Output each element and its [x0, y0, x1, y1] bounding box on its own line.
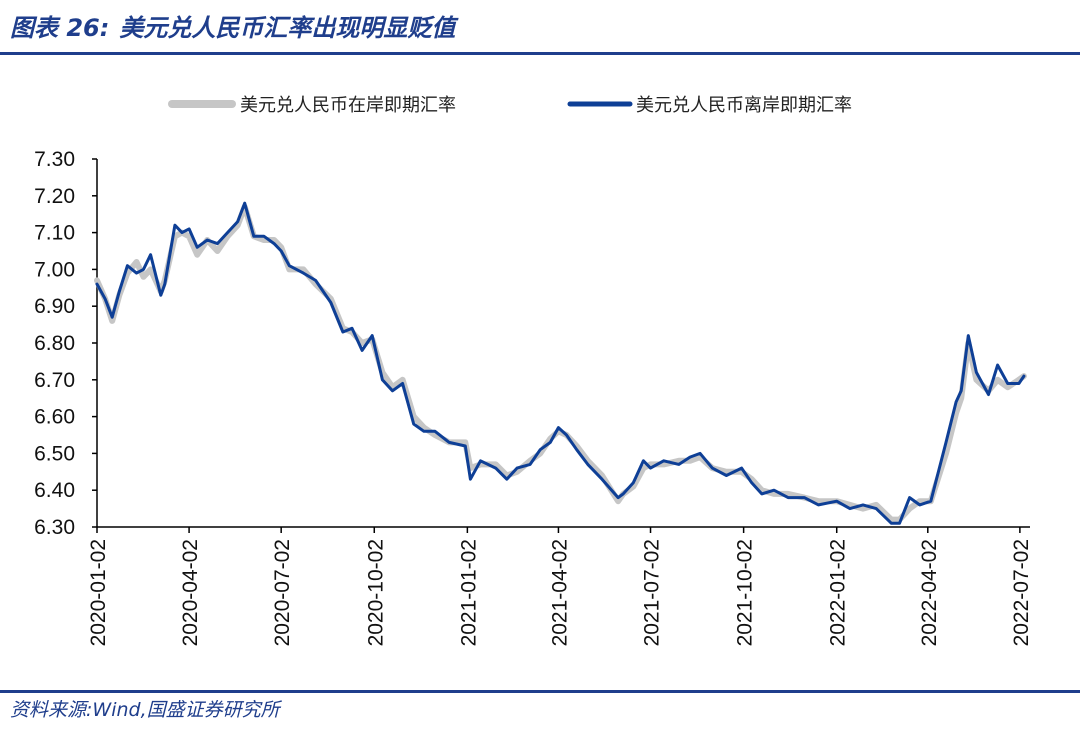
y-tick-label: 6.70 — [34, 369, 75, 392]
legend: 美元兑人民币在岸即期汇率 美元兑人民币离岸即期汇率 — [168, 95, 852, 116]
footer-rule — [0, 690, 1080, 693]
figure-header: 图表 26: 美元兑人民币汇率出现明显贬值 — [10, 8, 455, 48]
y-tick-label: 6.80 — [34, 332, 75, 355]
series-line-onshore — [94, 203, 1027, 523]
x-tick-label: 2022-01-02 — [827, 539, 850, 646]
plot-area — [94, 201, 1027, 525]
x-tick-label: 2020-10-02 — [364, 539, 387, 646]
y-tick-label: 7.20 — [34, 185, 75, 208]
x-tick-label: 2021-07-02 — [641, 539, 664, 646]
x-tick-label: 2020-01-02 — [87, 539, 110, 646]
y-tick-label: 7.10 — [34, 222, 75, 245]
x-axis: 2020-01-02 2020-04-02 2020-07-02 2020-10-02… — [87, 526, 1033, 646]
y-tick-label: 6.40 — [34, 479, 75, 502]
y-tick-label: 6.90 — [34, 295, 75, 318]
x-tick-label: 2021-04-02 — [548, 539, 571, 646]
y-tick-label: 6.60 — [34, 406, 75, 429]
header-rule — [0, 52, 1080, 55]
x-tick-label: 2022-07-02 — [1010, 539, 1033, 646]
x-tick-label: 2021-10-02 — [734, 539, 757, 646]
figure-label: 图表 26: — [10, 14, 110, 42]
chart: 美元兑人民币在岸即期汇率 美元兑人民币离岸即期汇率 7.307.207.107.… — [34, 95, 1033, 646]
x-tick-label: 2022-04-02 — [918, 539, 941, 646]
x-tick-label: 2020-07-02 — [271, 539, 294, 646]
series-line-offshore — [95, 201, 1026, 525]
x-tick-label: 2021-01-02 — [457, 539, 480, 646]
legend-label-offshore: 美元兑人民币离岸即期汇率 — [636, 95, 852, 116]
legend-label-onshore: 美元兑人民币在岸即期汇率 — [240, 95, 456, 116]
source-note: 资料来源:Wind,国盛证券研究所 — [10, 699, 280, 721]
y-tick-label: 7.00 — [34, 258, 75, 281]
x-tick-label: 2020-04-02 — [179, 539, 202, 646]
y-tick-label: 7.30 — [34, 148, 75, 171]
y-axis: 7.30 7.20 7.10 7.00 6.90 6.80 6.70 6.60 6.50 6.40… — [34, 148, 98, 539]
figure-title: 美元兑人民币汇率出现明显贬值 — [119, 14, 456, 42]
y-tick-label: 6.50 — [34, 442, 75, 465]
y-tick-label: 6.30 — [34, 516, 75, 539]
